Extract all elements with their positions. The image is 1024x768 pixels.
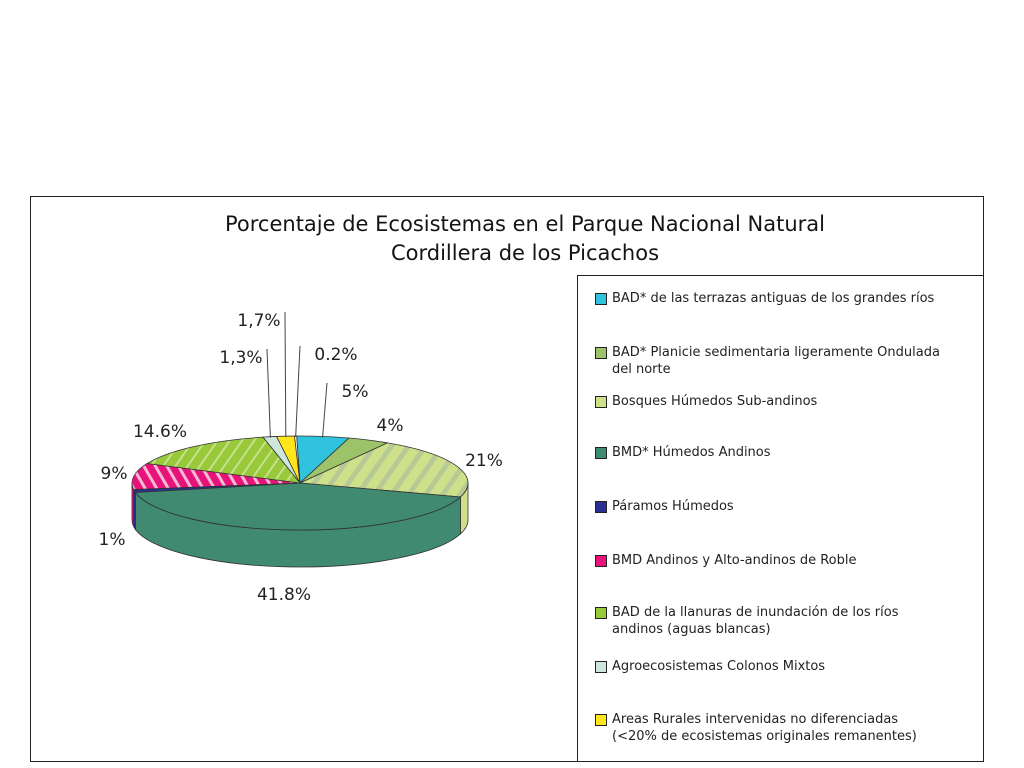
legend-label-cont: (<20% de ecosistemas originales remanent… [612, 729, 917, 744]
pie-data-label: 0.2% [314, 345, 357, 365]
pie-data-label: 4% [377, 416, 404, 436]
legend-item: Areas Rurales intervenidas no diferencia… [595, 711, 972, 745]
pie-slice [131, 463, 301, 490]
pie-labels: 5% 4% 21% 41.8% 1% 9% 14.6% 1,3% 1,7% 0.2% [99, 311, 503, 605]
pie-leader-line [266, 348, 271, 438]
pie-slices [131, 435, 469, 531]
legend-swatch [595, 607, 607, 619]
pie-slice [145, 436, 301, 484]
pie-slice [298, 442, 469, 498]
chart-title-line1: Porcentaje de Ecosistemas en el Parque N… [224, 212, 826, 236]
legend-item: Agroecosistemas Colonos Mixtos [595, 658, 972, 675]
pie-leader-line [284, 311, 287, 438]
legend-swatch [595, 501, 607, 513]
pie-leader-line [295, 345, 301, 437]
legend-item: BMD* Húmedos Andinos [595, 444, 972, 461]
pie-leader-line [322, 382, 328, 438]
legend-label: BAD* de las terrazas antiguas de los gra… [612, 291, 935, 306]
legend-label: BMD Andinos y Alto-andinos de Roble [612, 553, 857, 568]
legend-item: BMD Andinos y Alto-andinos de Roble [595, 552, 972, 569]
legend-item: Bosques Húmedos Sub-andinos [595, 393, 972, 410]
legend-swatch [595, 714, 607, 726]
legend-swatch [595, 555, 607, 567]
legend-label-cont: del norte [612, 362, 671, 377]
chart-title-line2: Cordillera de los Picachos [390, 241, 660, 265]
legend-label: Agroecosistemas Colonos Mixtos [612, 659, 826, 674]
pie-leader-lines [266, 311, 328, 438]
legend-swatch [595, 447, 607, 459]
pie-data-label: 9% [101, 464, 128, 484]
legend-label: BAD* Planicie sedimentaria ligeramente O… [612, 345, 940, 360]
legend-swatch [595, 347, 607, 359]
legend-label: Páramos Húmedos [612, 499, 734, 514]
legend-item: BAD* de las terrazas antiguas de los gra… [595, 290, 972, 307]
pie-data-label: 1,3% [219, 348, 262, 368]
legend-swatch [595, 293, 607, 305]
legend-label: BMD* Húmedos Andinos [612, 445, 771, 460]
legend-item: Páramos Húmedos [595, 498, 972, 515]
pie-data-label: 41.8% [257, 585, 311, 605]
legend-label: Areas Rurales intervenidas no diferencia… [612, 712, 899, 727]
pie-slice [134, 482, 462, 531]
legend [577, 275, 984, 762]
legend-swatch [595, 661, 607, 673]
pie-data-label: 14.6% [133, 422, 187, 442]
legend-swatch [595, 396, 607, 408]
legend-label: BAD de la llanuras de inundación de los … [612, 605, 899, 620]
pie-data-label: 1% [99, 530, 126, 550]
legend-label: Bosques Húmedos Sub-andinos [612, 394, 818, 409]
pie-data-label: 5% [342, 382, 369, 402]
pie-data-label: 1,7% [237, 311, 280, 331]
legend-label-cont: andinos (aguas blancas) [612, 622, 771, 637]
legend-item: BAD de la llanuras de inundación de los … [595, 604, 972, 638]
chart-title: Porcentaje de Ecosistemas en el Parque N… [0, 210, 1024, 268]
pie-data-label: 21% [465, 451, 503, 471]
legend-item: BAD* Planicie sedimentaria ligeramente O… [595, 344, 972, 378]
